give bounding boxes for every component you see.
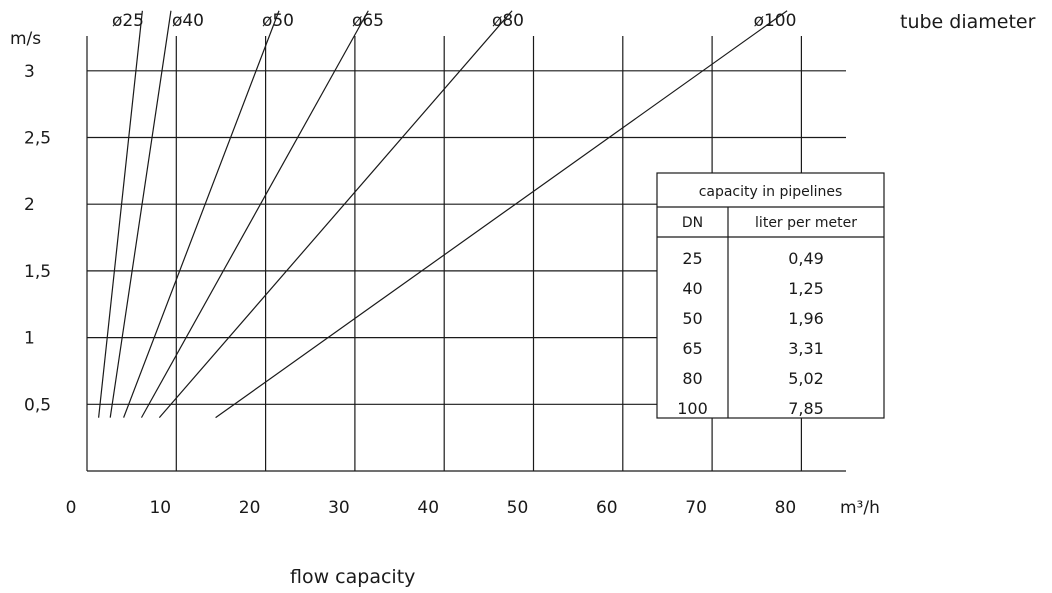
series-line <box>98 10 143 418</box>
table-cell-liter: 1,25 <box>788 279 824 298</box>
table-cell-dn: 25 <box>682 249 702 268</box>
y-tick-label: 2,5 <box>24 129 51 149</box>
y-tick-label: 3 <box>24 62 35 82</box>
series-label: ø100 <box>754 11 797 31</box>
x-tick-label: 0 <box>66 498 77 518</box>
y-axis-unit: m/s <box>10 29 41 49</box>
table-cell-dn: 100 <box>677 399 708 418</box>
x-tick-label: 80 <box>775 498 797 518</box>
series-line <box>109 10 172 418</box>
table-header-liter: liter per meter <box>755 215 857 231</box>
x-tick-label: 20 <box>239 498 261 518</box>
series-label: ø65 <box>352 11 384 31</box>
table-cell-dn: 80 <box>682 369 702 388</box>
series-lines <box>98 10 788 419</box>
grid <box>86 36 846 472</box>
series-label: ø50 <box>262 11 294 31</box>
series-line <box>140 10 369 418</box>
x-axis-unit: m³/h <box>840 498 880 518</box>
series-label: ø40 <box>172 11 204 31</box>
table-cell-liter: 7,85 <box>788 399 824 418</box>
capacity-table: capacity in pipelines DN liter per meter 25… <box>656 172 885 419</box>
y-tick-label: 0,5 <box>24 395 51 415</box>
table-cell-liter: 1,96 <box>788 309 824 328</box>
table-cell-dn: 65 <box>682 339 702 358</box>
x-tick-label: 40 <box>417 498 439 518</box>
x-tick-label: 50 <box>507 498 529 518</box>
table-cell-dn: 50 <box>682 309 702 328</box>
y-tick-label: 1,5 <box>24 262 51 282</box>
y-tick-label: 2 <box>24 195 35 215</box>
x-axis-title: flow capacity <box>290 566 415 588</box>
series-line <box>158 10 513 419</box>
table-cell-liter: 5,02 <box>788 369 824 388</box>
table-frame <box>656 172 885 419</box>
series-line <box>215 10 788 419</box>
table-cell-liter: 0,49 <box>788 249 824 268</box>
series-line <box>123 10 280 418</box>
legend-title: tube diameter <box>900 11 1036 33</box>
labels: 0,511,522,530 10 20 30 40 50 60 70 80m/sm³/hflow… <box>10 11 1036 588</box>
table-title: capacity in pipelines <box>699 184 843 200</box>
y-tick-label: 1 <box>24 329 35 349</box>
x-tick-label: 30 <box>328 498 350 518</box>
series-label: ø25 <box>112 11 144 31</box>
table-header-dn: DN <box>682 215 703 231</box>
x-tick-label: 10 <box>149 498 171 518</box>
series-label: ø80 <box>492 11 524 31</box>
x-tick-label: 70 <box>685 498 707 518</box>
x-tick-label: 60 <box>596 498 618 518</box>
table-cell-dn: 40 <box>682 279 702 298</box>
table-cell-liter: 3,31 <box>788 339 824 358</box>
